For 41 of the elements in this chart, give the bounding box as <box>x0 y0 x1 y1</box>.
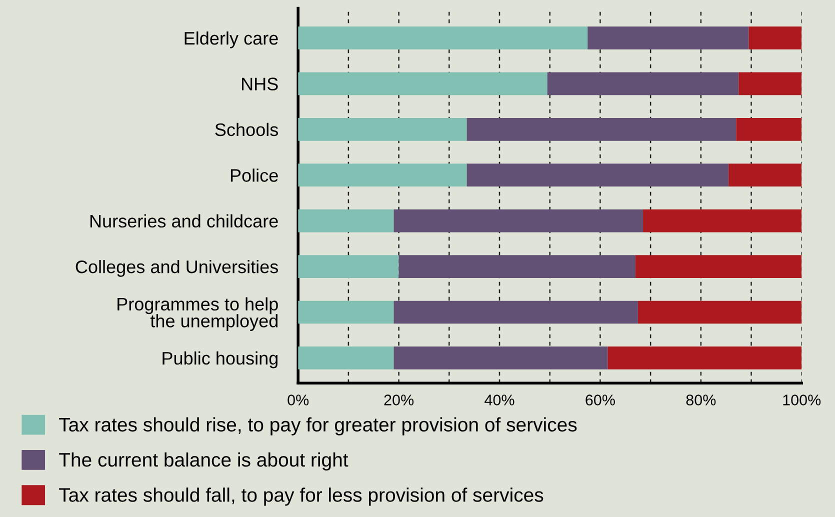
bar <box>466 164 729 187</box>
x-tick-label: 60% <box>586 394 615 406</box>
legend-label: Tax rates should fall, to pay for less provision of services <box>59 488 544 506</box>
bar <box>298 26 588 50</box>
bar <box>728 164 802 187</box>
bar <box>748 26 802 50</box>
x-tick-label: 80% <box>686 394 716 406</box>
bar <box>298 300 394 324</box>
bar <box>398 255 636 278</box>
legend-label: The current balance is about right <box>59 452 348 471</box>
y-tick-label: Nurseries and childcare <box>90 214 278 228</box>
x-tick-label: 0% <box>288 394 309 406</box>
y-tick-label: Police <box>230 168 278 182</box>
y-tick-label: Elderly care <box>184 31 278 48</box>
bar <box>394 300 638 324</box>
bar <box>298 164 467 187</box>
bar <box>298 118 467 141</box>
bar <box>736 118 802 141</box>
bar <box>608 346 802 370</box>
bar <box>738 72 802 96</box>
x-tick-label: 100% <box>783 394 821 406</box>
x-tick-label: 20% <box>384 394 414 406</box>
bar <box>635 255 802 278</box>
bar <box>588 26 749 50</box>
legend-label: Tax rates should rise, to pay for greater provision of services <box>59 417 577 436</box>
y-tick-label: Colleges and Universities <box>76 260 278 277</box>
x-tick-label: 40% <box>484 394 514 406</box>
bar <box>547 72 739 96</box>
y-tick-label: Schools <box>215 122 278 136</box>
bar <box>394 209 643 232</box>
bar <box>298 72 548 96</box>
bar <box>638 300 802 324</box>
y-tick-label: Public housing <box>162 351 278 368</box>
y-tick-label: Programmes to help the unemployed <box>118 297 278 331</box>
bar <box>298 346 394 370</box>
bar <box>466 118 736 141</box>
y-tick-label: NHS <box>242 78 278 90</box>
bar <box>394 346 608 370</box>
bar <box>642 209 802 232</box>
bar <box>298 209 394 232</box>
bar <box>298 255 399 278</box>
